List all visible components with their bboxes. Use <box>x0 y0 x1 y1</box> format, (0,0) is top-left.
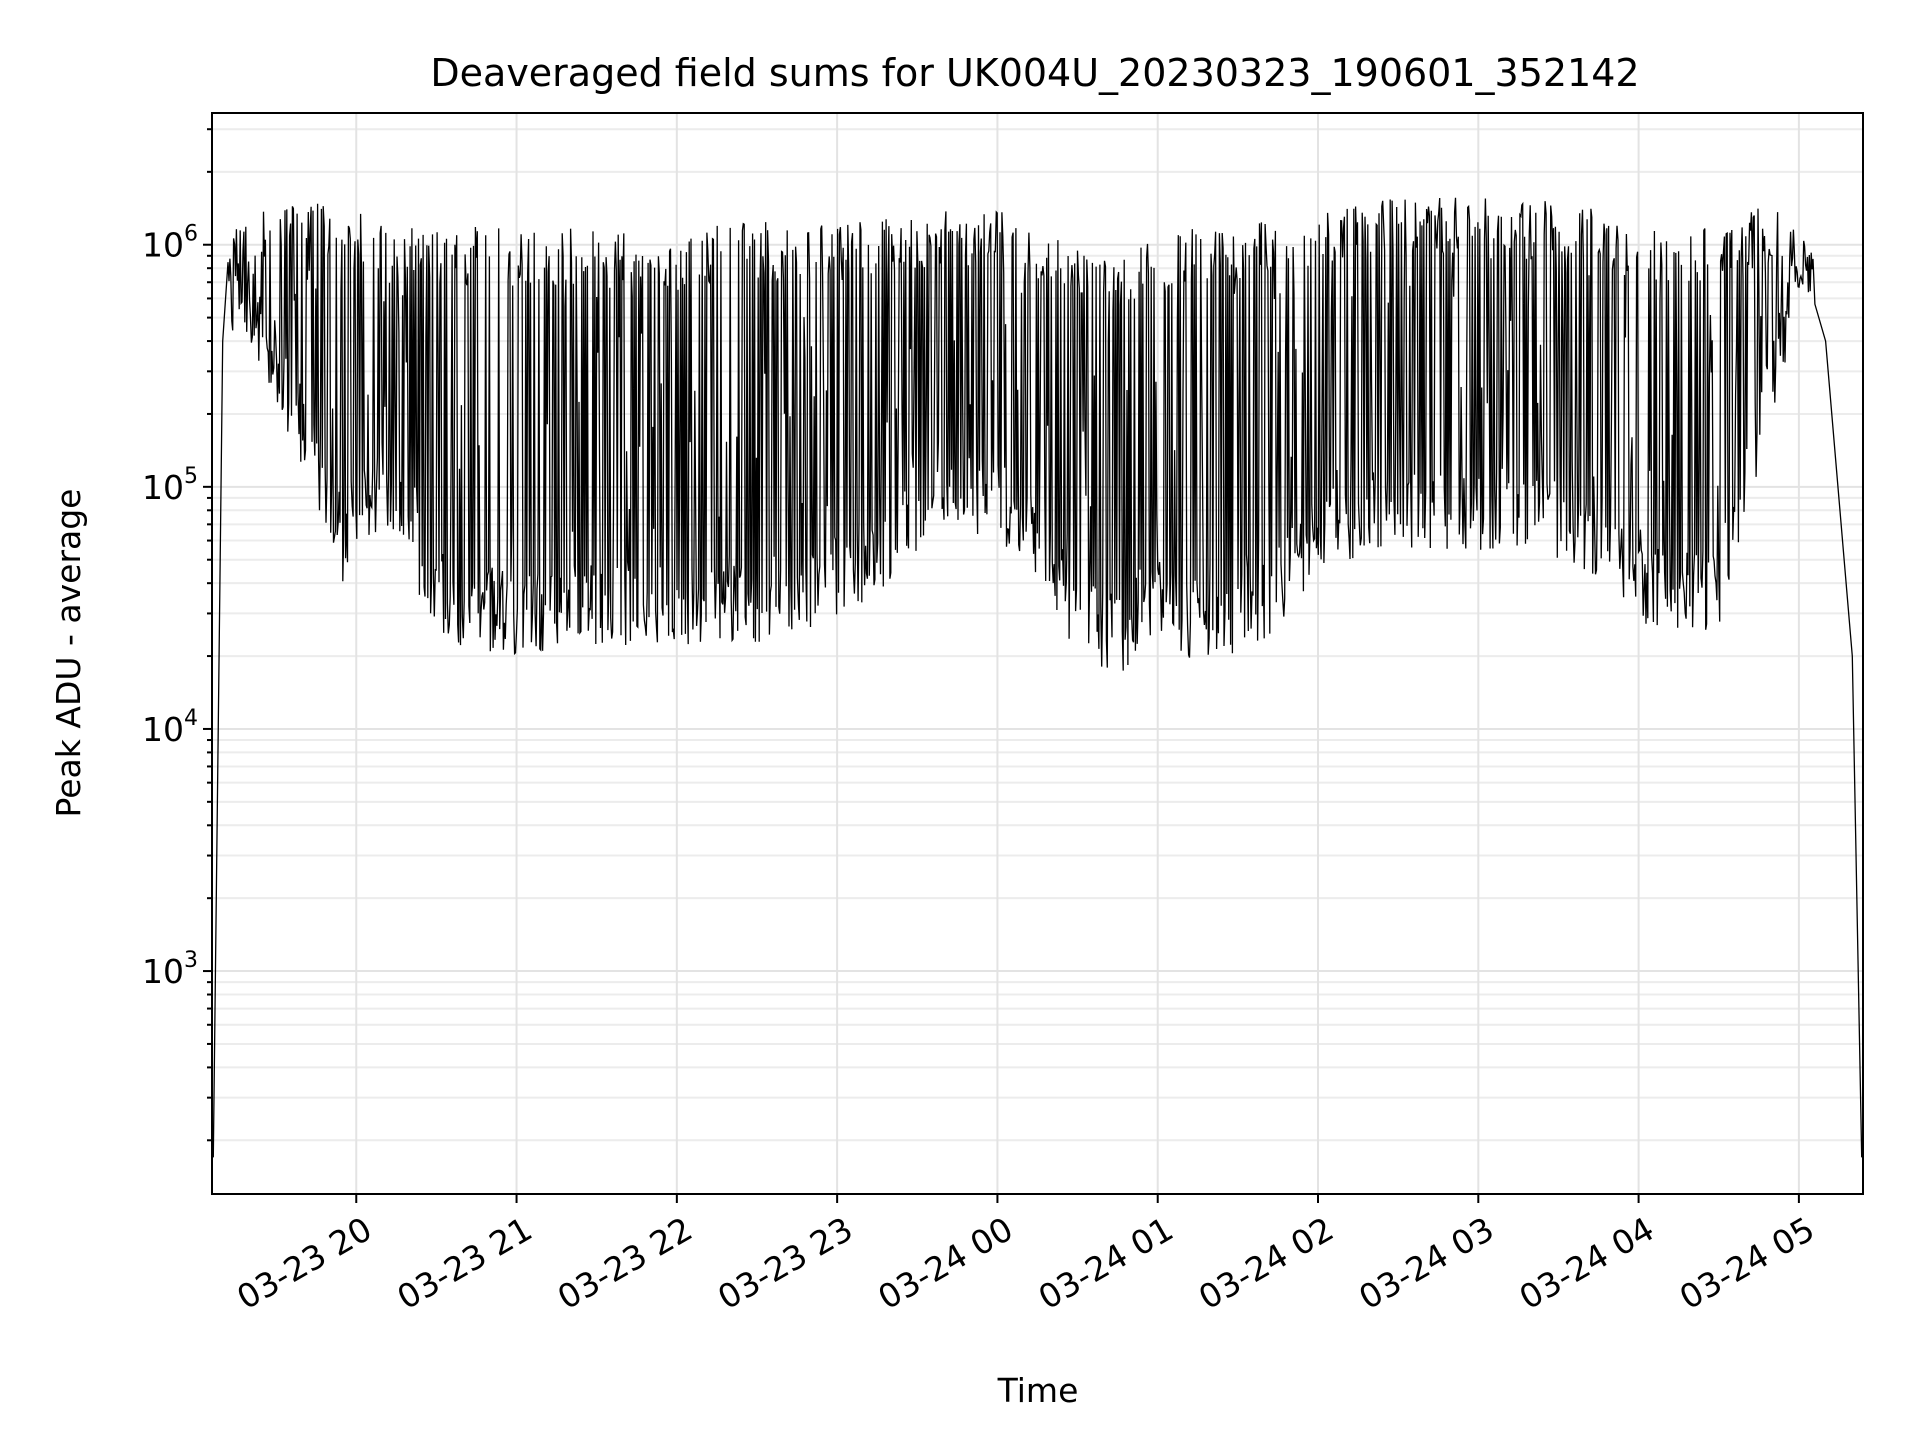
x-tick-label: 03-24 04 <box>1513 1209 1661 1317</box>
x-tick-label: 03-24 01 <box>1032 1209 1180 1317</box>
x-tick-label: 03-23 22 <box>551 1209 699 1317</box>
series-line <box>212 197 1863 1158</box>
y-tick-base: 10 <box>142 952 184 991</box>
x-tick-label: 03-23 23 <box>711 1209 859 1317</box>
x-tick-label: 03-24 03 <box>1352 1209 1500 1317</box>
plot-frame <box>211 112 1864 1195</box>
x-axis-label: Time <box>997 1371 1079 1410</box>
y-tick-base: 10 <box>142 226 184 265</box>
y-tick-exponent: 3 <box>184 948 198 973</box>
y-tick-label: 104 <box>142 706 198 749</box>
y-tick-label: 106 <box>142 222 198 265</box>
x-tick-label: 03-24 02 <box>1192 1209 1340 1317</box>
x-tick-label: 03-23 21 <box>391 1209 539 1317</box>
y-axis-label: Peak ADU - average <box>49 489 88 818</box>
y-tick-exponent: 5 <box>184 464 198 489</box>
y-tick-base: 10 <box>142 468 184 507</box>
x-tick-label: 03-24 05 <box>1673 1209 1821 1317</box>
x-tick-label: 03-24 00 <box>871 1209 1019 1317</box>
y-tick-label: 103 <box>142 948 198 991</box>
y-tick-base: 10 <box>142 710 184 749</box>
y-tick-exponent: 6 <box>184 222 198 247</box>
chart-title: Deaveraged field sums for UK004U_2023032… <box>430 51 1639 95</box>
grid-layer <box>212 113 1863 1194</box>
y-tick-exponent: 4 <box>184 706 198 731</box>
y-tick-label: 105 <box>142 464 198 507</box>
x-tick-label: 03-23 20 <box>230 1209 378 1317</box>
